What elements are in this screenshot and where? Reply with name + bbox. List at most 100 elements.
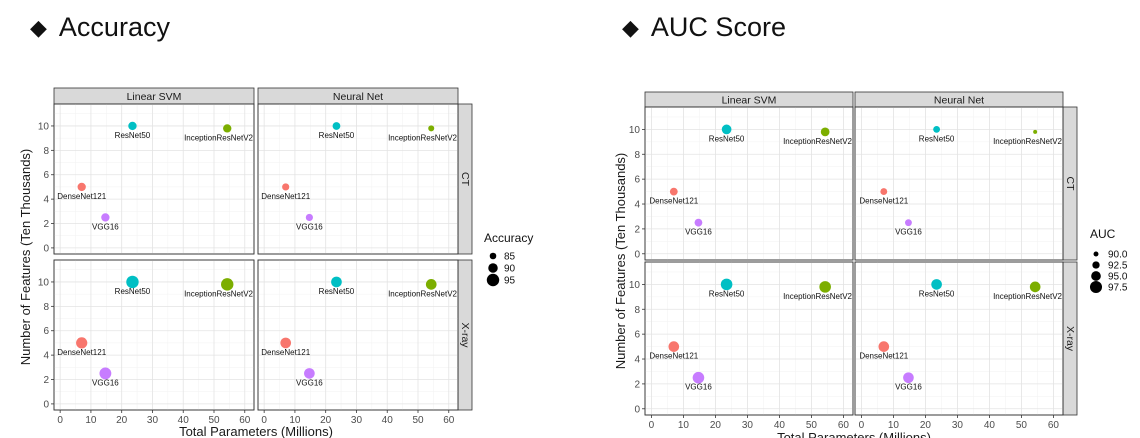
- y-tick-label: 6: [634, 175, 640, 186]
- point-inceptionresnetv2: [820, 127, 830, 137]
- col-strip-label: Linear SVM: [127, 91, 182, 103]
- y-tick-label: 8: [43, 146, 49, 157]
- x-tick-label: 40: [382, 415, 394, 426]
- point-resnet50: [720, 278, 733, 291]
- point-label: DenseNet121: [261, 348, 310, 357]
- y-tick-label: 6: [43, 170, 49, 181]
- y-tick-label: 4: [634, 355, 640, 366]
- point-vgg16: [903, 372, 914, 383]
- y-tick-label: 6: [634, 330, 640, 341]
- point-densenet121: [76, 337, 88, 349]
- panel-border: [53, 103, 255, 255]
- y-tick-label: 10: [38, 121, 50, 132]
- point-label: DenseNet121: [649, 197, 698, 206]
- point-label: ResNet50: [709, 289, 745, 298]
- row-strip-label: X-ray: [1064, 326, 1076, 352]
- point-vgg16: [101, 213, 110, 222]
- point-inceptionresnetv2: [1029, 281, 1041, 293]
- panel-background: [644, 106, 854, 261]
- y-tick-label: 0: [43, 243, 49, 254]
- point-label: InceptionResNetV2: [783, 292, 852, 301]
- point-vgg16: [304, 368, 315, 379]
- row-strip-label: X-ray: [459, 322, 471, 348]
- point-vgg16: [99, 367, 112, 380]
- panel-border: [854, 106, 1064, 261]
- legend-size-label: 90: [504, 264, 516, 275]
- point-inceptionresnetv2: [1033, 129, 1038, 134]
- legend-size-label: 85: [504, 252, 516, 263]
- x-tick-label: 50: [208, 415, 220, 426]
- point-inceptionresnetv2: [428, 125, 435, 132]
- x-tick-label: 20: [320, 415, 332, 426]
- point-inceptionresnetv2: [223, 124, 232, 133]
- point-label: VGG16: [296, 378, 323, 387]
- point-label: VGG16: [296, 222, 323, 231]
- auc-heading: ◆ AUC Score: [622, 12, 786, 43]
- x-tick-label: 60: [1048, 420, 1060, 431]
- x-tick-label: 20: [116, 415, 128, 426]
- legend-size-key: [486, 273, 500, 287]
- panel-border: [257, 103, 459, 255]
- row-strip-label: CT: [1064, 177, 1076, 192]
- point-label: VGG16: [895, 228, 922, 237]
- legend-size-key: [1089, 280, 1103, 294]
- panel-border: [644, 106, 854, 261]
- x-tick-label: 60: [838, 420, 850, 431]
- point-label: ResNet50: [919, 289, 955, 298]
- point-label: InceptionResNetV2: [388, 133, 457, 142]
- x-tick-label: 60: [443, 415, 455, 426]
- y-tick-label: 4: [43, 351, 49, 362]
- point-label: DenseNet121: [859, 352, 908, 361]
- point-label: DenseNet121: [57, 348, 106, 357]
- x-tick-label: 50: [806, 420, 818, 431]
- x-tick-label: 50: [1016, 420, 1028, 431]
- y-tick-label: 8: [43, 302, 49, 313]
- point-resnet50: [332, 122, 341, 130]
- auc-heading-text: AUC Score: [650, 12, 786, 42]
- x-tick-label: 0: [649, 420, 655, 431]
- point-densenet121: [669, 187, 678, 196]
- point-inceptionresnetv2: [221, 278, 234, 291]
- point-resnet50: [126, 275, 139, 289]
- point-resnet50: [128, 121, 137, 131]
- panel-border: [644, 261, 854, 416]
- point-label: DenseNet121: [649, 352, 698, 361]
- point-label: InceptionResNetV2: [993, 137, 1062, 146]
- x-tick-label: 0: [859, 420, 865, 431]
- legend-size-label: 97.5: [1108, 283, 1128, 294]
- y-tick-label: 10: [38, 277, 50, 288]
- point-vgg16: [905, 219, 912, 227]
- panel-background: [257, 259, 459, 411]
- point-label: DenseNet121: [261, 192, 310, 201]
- point-inceptionresnetv2: [819, 281, 831, 293]
- y-tick-label: 0: [43, 399, 49, 410]
- x-tick-label: 10: [888, 420, 900, 431]
- y-axis-title: Number of Features (Ten Thousands): [18, 149, 33, 366]
- x-axis-title: Total Parameters (Millions): [179, 424, 333, 438]
- point-resnet50: [931, 279, 942, 290]
- point-label: InceptionResNetV2: [184, 133, 253, 142]
- point-densenet121: [282, 183, 290, 191]
- point-label: VGG16: [685, 228, 712, 237]
- y-tick-label: 6: [43, 326, 49, 337]
- x-tick-label: 20: [710, 420, 722, 431]
- col-strip-label: Linear SVM: [722, 95, 777, 107]
- point-resnet50: [933, 125, 941, 133]
- x-tick-label: 50: [412, 415, 424, 426]
- legend-size-key: [488, 263, 498, 273]
- col-strip-label: Neural Net: [333, 91, 383, 103]
- y-tick-label: 10: [629, 280, 641, 291]
- legend-size-label: 95: [504, 276, 516, 287]
- y-tick-label: 4: [634, 200, 640, 211]
- point-label: DenseNet121: [57, 192, 106, 201]
- y-tick-label: 2: [634, 224, 640, 235]
- point-label: ResNet50: [319, 287, 355, 296]
- x-tick-label: 10: [289, 415, 301, 426]
- point-label: VGG16: [895, 383, 922, 392]
- legend-title: Accuracy: [484, 231, 533, 245]
- point-label: InceptionResNetV2: [388, 289, 457, 298]
- point-label: ResNet50: [319, 131, 355, 140]
- legend-size-key: [1091, 271, 1101, 281]
- point-resnet50: [331, 276, 342, 288]
- point-inceptionresnetv2: [425, 279, 437, 290]
